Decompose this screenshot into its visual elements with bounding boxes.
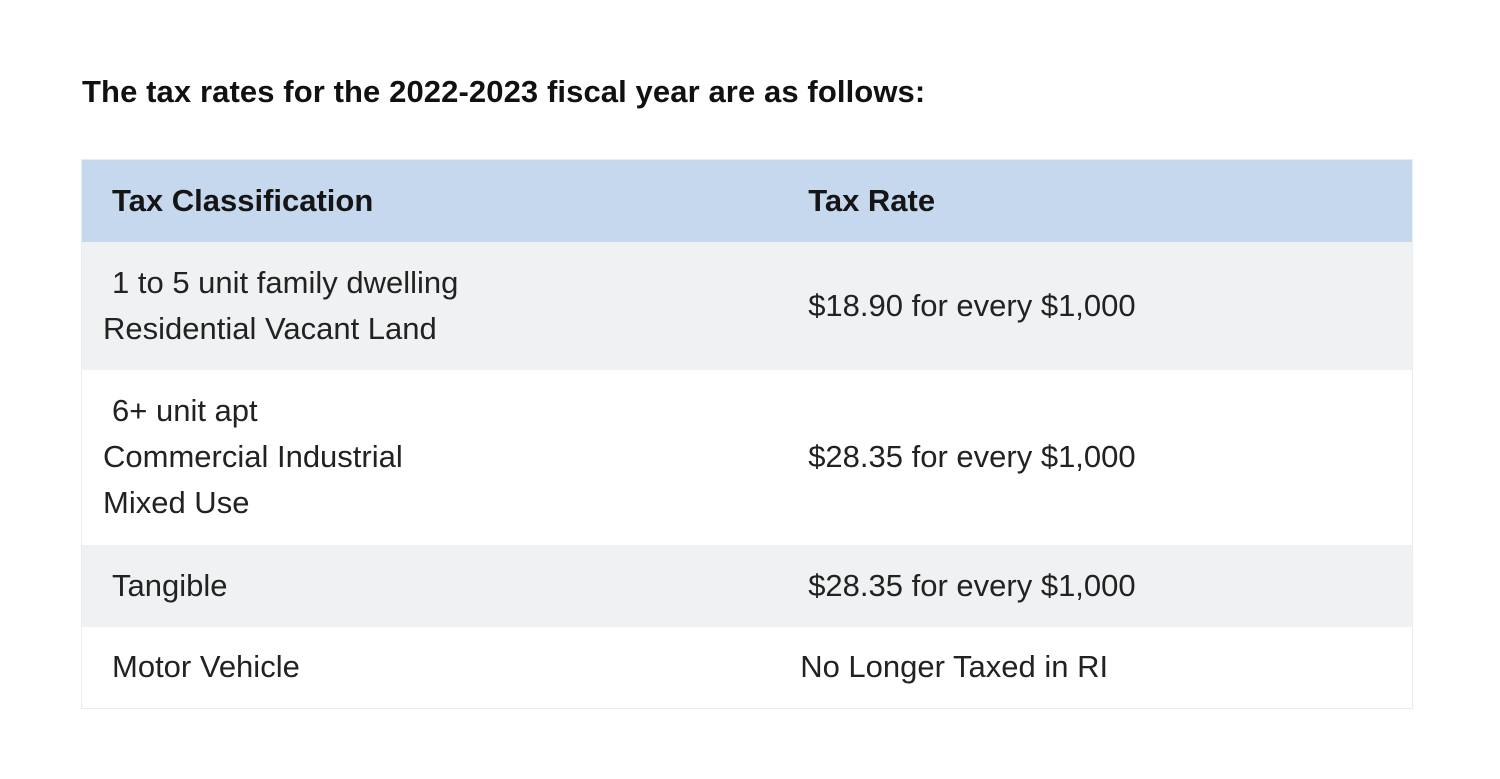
table-row: Motor Vehicle No Longer Taxed in RI <box>81 626 1413 709</box>
rate-cell: $18.90 for every $1,000 <box>808 287 1136 323</box>
page-heading: The tax rates for the 2022-2023 fiscal y… <box>82 74 926 109</box>
table-header-row: Tax Classification Tax Rate <box>81 159 1413 242</box>
classification-line: Mixed Use <box>103 485 250 520</box>
rate-cell: $28.35 for every $1,000 <box>808 439 1136 474</box>
table-row: 6+ unit apt Commercial Industrial Mixed … <box>81 369 1413 545</box>
tax-rates-table: Tax Classification Tax Rate 1 to 5 unit … <box>81 159 1413 709</box>
table-row: 1 to 5 unit family dwelling Residential … <box>81 241 1413 370</box>
classification-cell: 1 to 5 unit family dwelling Residential … <box>82 242 809 370</box>
rate-cell: No Longer Taxed in RI <box>800 627 1412 709</box>
classification-cell: 6+ unit apt Commercial Industrial Mixed … <box>82 370 809 545</box>
classification-cell: Tangible <box>82 545 809 627</box>
rate-cell: $28.35 for every $1,000 <box>808 567 1136 603</box>
classification-line: Tangible <box>112 567 228 603</box>
rate-text: No Longer Taxed in RI <box>800 649 1109 685</box>
classification-line: Commercial Industrial <box>103 439 403 474</box>
classification-line: 1 to 5 unit family dwelling <box>112 264 459 300</box>
header-tax-rate: Tax Rate <box>808 182 936 218</box>
classification-line: Residential Vacant Land <box>103 310 437 346</box>
header-tax-classification: Tax Classification <box>112 182 374 218</box>
classification-cell: Motor Vehicle <box>82 627 809 709</box>
classification-line: 6+ unit apt <box>112 393 258 428</box>
table-row: Tangible $28.35 for every $1,000 <box>81 544 1413 627</box>
classification-line: Motor Vehicle <box>112 649 300 685</box>
